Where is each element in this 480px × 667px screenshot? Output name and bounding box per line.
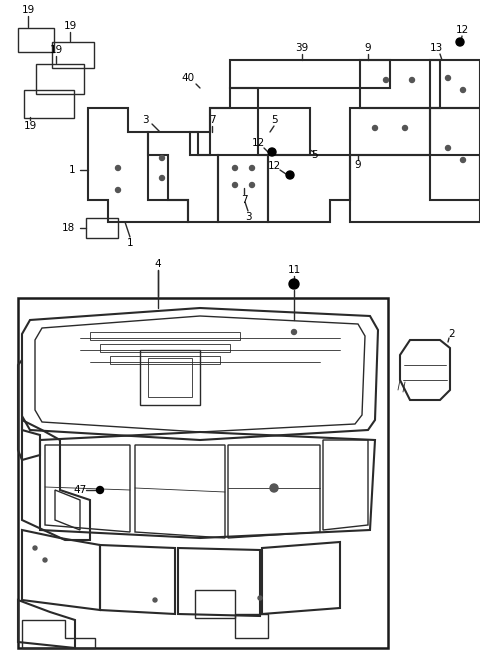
Circle shape — [384, 77, 388, 83]
Circle shape — [289, 279, 299, 289]
Circle shape — [445, 75, 451, 81]
Circle shape — [291, 329, 297, 334]
Text: 11: 11 — [288, 265, 300, 275]
Circle shape — [159, 175, 165, 181]
Circle shape — [403, 125, 408, 131]
Circle shape — [116, 165, 120, 171]
Text: 4: 4 — [155, 259, 161, 269]
Text: 9: 9 — [355, 160, 361, 170]
Circle shape — [116, 187, 120, 193]
Text: 40: 40 — [181, 73, 194, 83]
Text: 5: 5 — [311, 150, 317, 160]
Circle shape — [456, 38, 464, 46]
Circle shape — [232, 165, 238, 171]
Circle shape — [33, 546, 37, 550]
Circle shape — [460, 157, 466, 163]
Circle shape — [232, 183, 238, 187]
Circle shape — [268, 148, 276, 156]
Text: 18: 18 — [61, 223, 74, 233]
Text: 39: 39 — [295, 43, 309, 53]
Text: 19: 19 — [63, 21, 77, 31]
Text: 1: 1 — [127, 238, 133, 248]
Text: 47: 47 — [73, 485, 86, 495]
Text: 5: 5 — [271, 115, 277, 125]
Circle shape — [96, 486, 104, 494]
Circle shape — [445, 145, 451, 151]
Text: 7: 7 — [209, 115, 216, 125]
Circle shape — [258, 596, 262, 600]
Circle shape — [409, 77, 415, 83]
Circle shape — [250, 183, 254, 187]
Circle shape — [270, 484, 278, 492]
Text: 19: 19 — [24, 121, 36, 131]
Text: 13: 13 — [430, 43, 443, 53]
Text: 12: 12 — [456, 25, 468, 35]
Circle shape — [372, 125, 377, 131]
Text: 2: 2 — [449, 329, 456, 339]
Text: 1: 1 — [69, 165, 75, 175]
Text: 3: 3 — [142, 115, 148, 125]
Circle shape — [250, 165, 254, 171]
Text: 12: 12 — [267, 161, 281, 171]
Text: 19: 19 — [22, 5, 35, 15]
Text: 7: 7 — [240, 195, 247, 205]
Circle shape — [159, 155, 165, 161]
Circle shape — [286, 171, 294, 179]
Circle shape — [153, 598, 157, 602]
Text: 9: 9 — [365, 43, 372, 53]
Circle shape — [43, 558, 47, 562]
Circle shape — [460, 87, 466, 93]
Text: 12: 12 — [252, 138, 264, 148]
Text: 19: 19 — [49, 45, 62, 55]
Text: 3: 3 — [245, 212, 252, 222]
